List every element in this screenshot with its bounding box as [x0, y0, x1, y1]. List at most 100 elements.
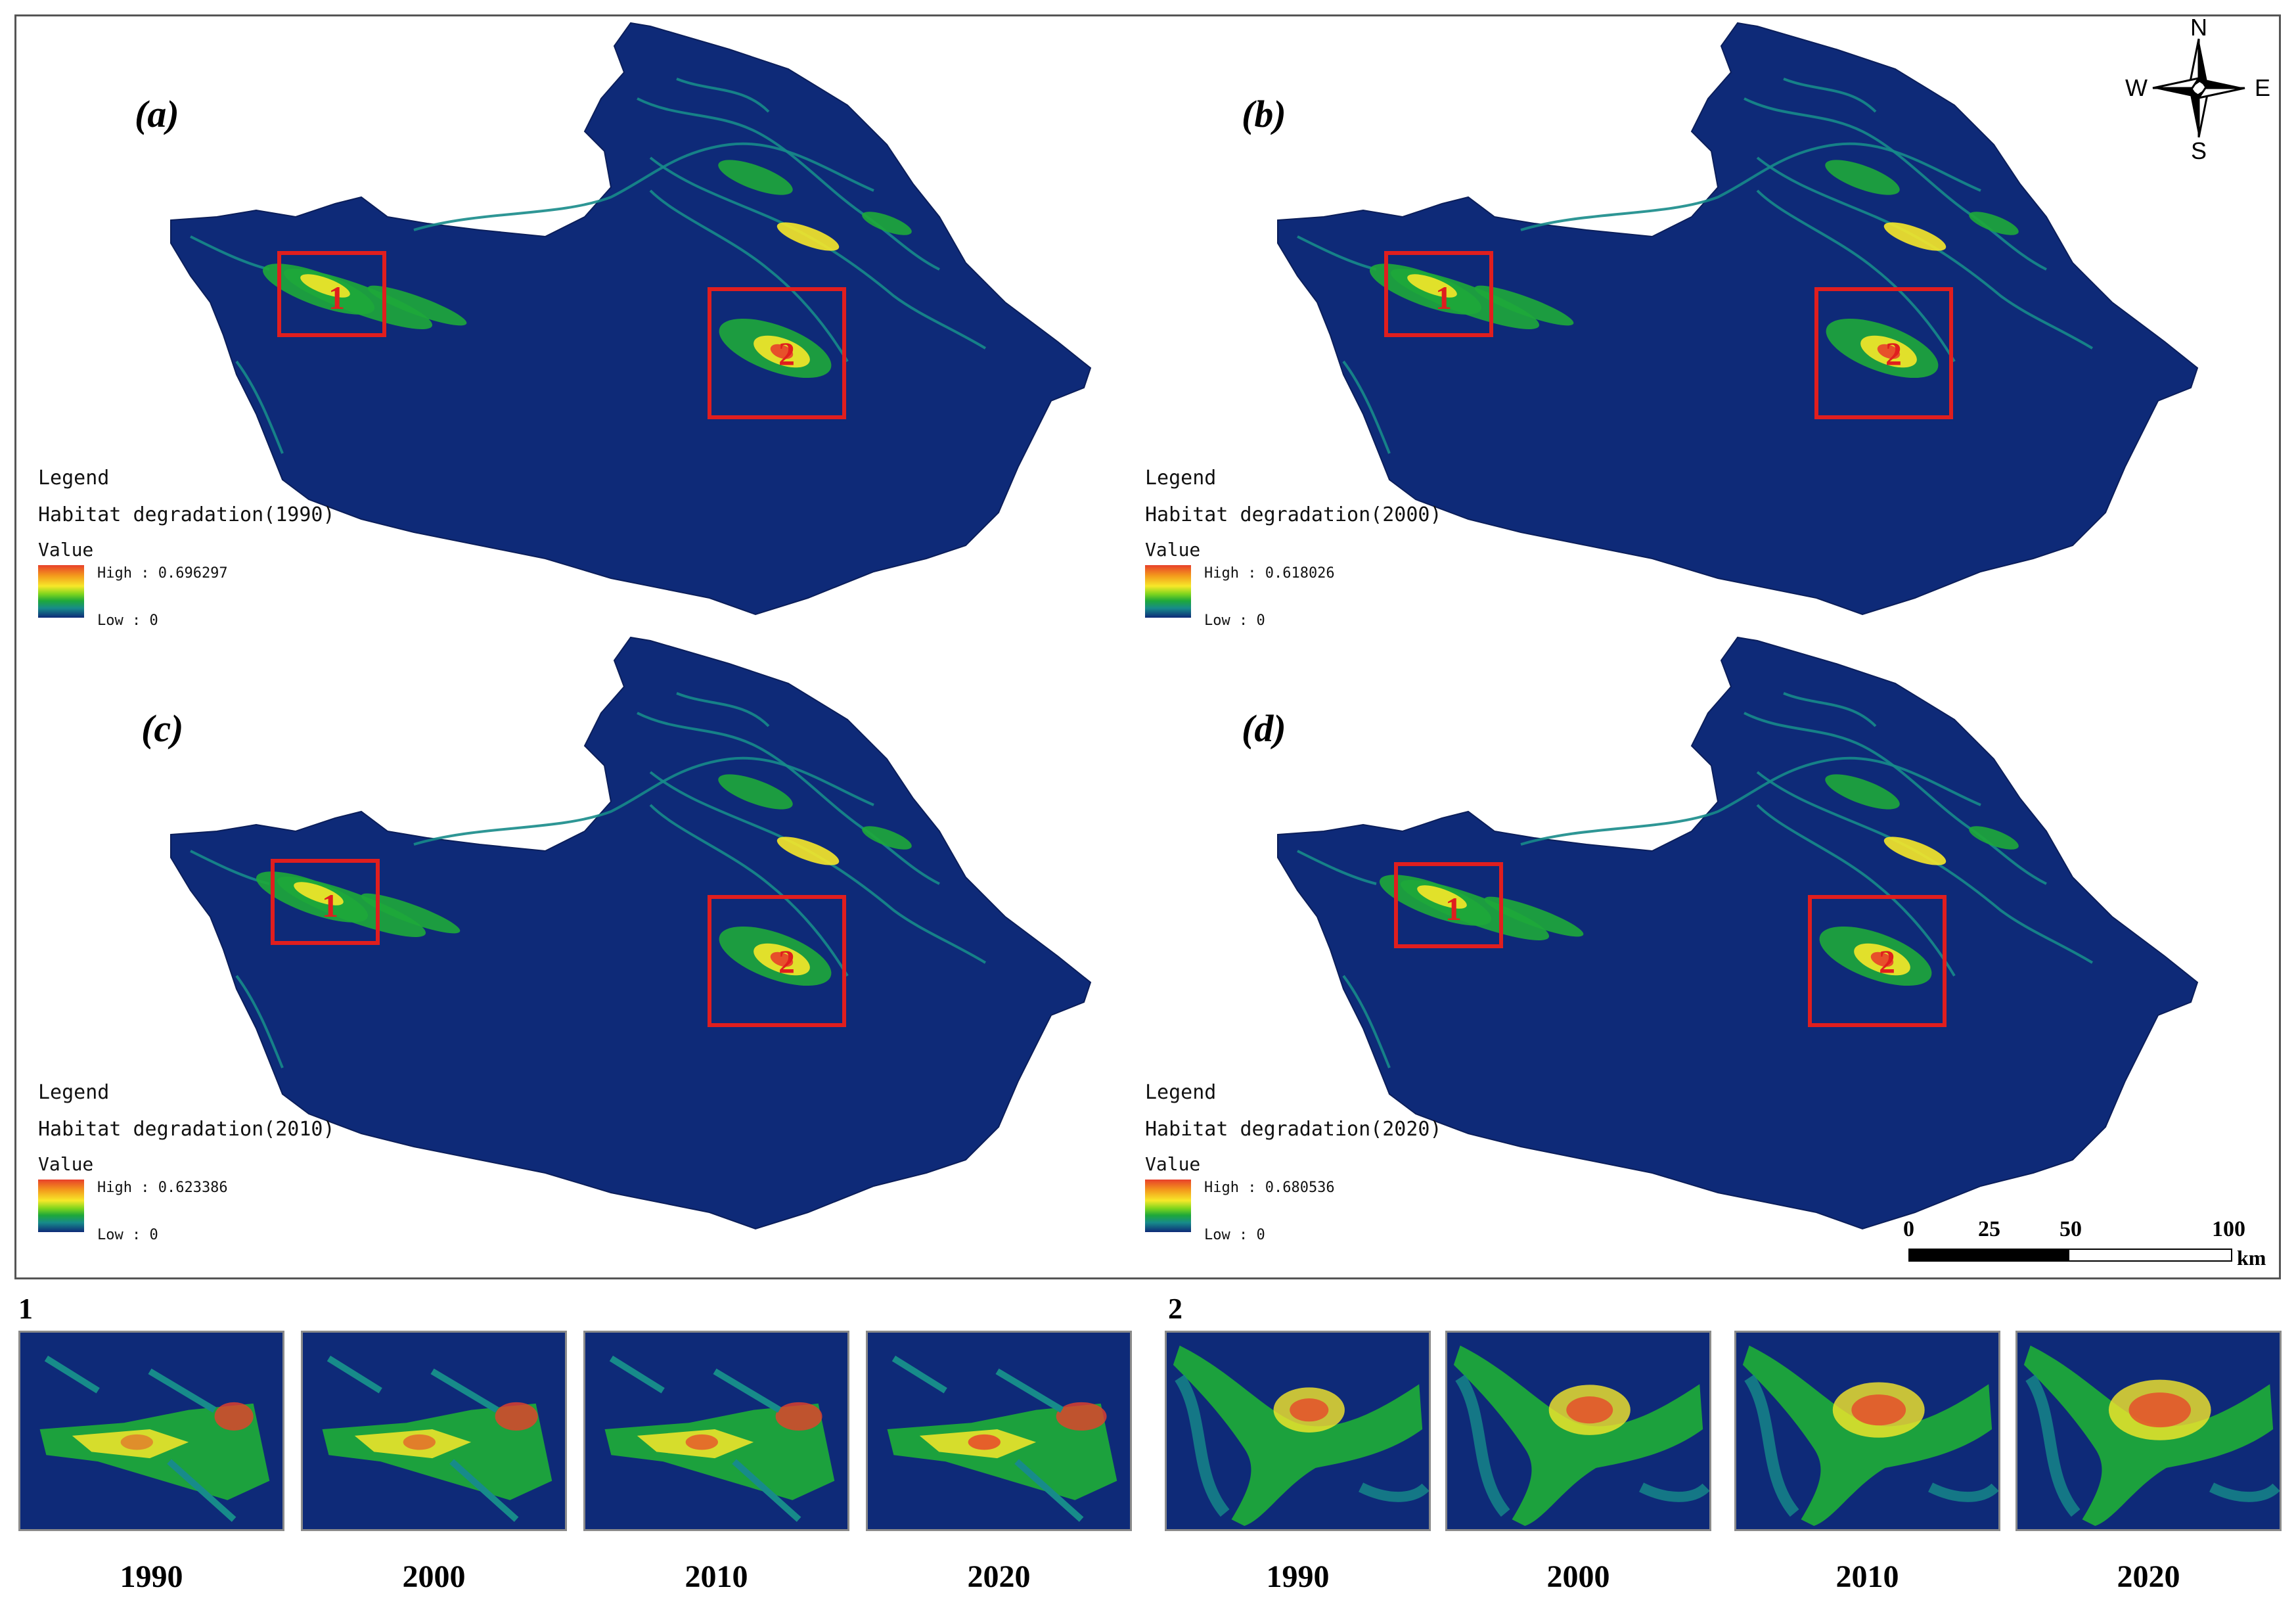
legend-color-ramp	[1145, 565, 1191, 618]
legend-high: High : 0.618026	[1204, 565, 1335, 582]
legend-color-ramp	[38, 565, 84, 618]
degradation-contour	[1783, 78, 1877, 113]
compass-n: N	[2190, 16, 2207, 41]
scale-tick-50: 50	[2060, 1217, 2082, 1241]
north-arrow: N S W E	[2117, 14, 2281, 164]
degradation-hotspot	[1484, 896, 1584, 937]
degradation-contour	[235, 360, 284, 454]
degradation-hotspot	[777, 837, 840, 865]
degradation-contour	[637, 712, 940, 885]
degradation-hotspot	[718, 160, 793, 195]
zoom-label-1: 1	[18, 1293, 33, 1325]
zoom-box-1	[1384, 251, 1493, 337]
scale-bar-white	[2068, 1249, 2232, 1262]
map-panel-a: 1 2 (a) Legend Habitat degradation(1990) Va…	[20, 20, 1150, 634]
degradation-hotspot	[777, 222, 840, 251]
zoom-label-2: 2	[1168, 1293, 1182, 1325]
zoom-box-label-1: 1	[1435, 279, 1452, 316]
zoom-thumbnail-map	[1167, 1333, 1429, 1529]
degradation-hotspot	[367, 285, 467, 326]
degradation-contour	[1783, 692, 1877, 727]
degradation-contour	[1744, 97, 2047, 271]
zoom-box-2	[708, 895, 846, 1027]
legend-low: Low : 0	[1204, 1227, 1265, 1243]
zoom-box-2	[1814, 287, 1953, 419]
degradation-contour	[1520, 142, 1981, 231]
degradation-contour	[235, 975, 284, 1068]
region-map: 12	[170, 22, 1092, 616]
region-polygon	[1277, 636, 2199, 1230]
degradation-hotspot	[862, 826, 912, 850]
scale-bar: 0 25 50 100 km	[1903, 1217, 2283, 1276]
legend-color-ramp	[1145, 1180, 1191, 1232]
zoom1-year-2000: 2000	[402, 1559, 466, 1594]
zoom-box-2	[1808, 895, 1947, 1027]
degradation-hotspot	[770, 952, 794, 967]
degradation-hotspot	[770, 344, 794, 359]
zoom1-year-2020: 2020	[967, 1559, 1031, 1594]
zoom-box-1	[271, 859, 380, 945]
degradation-contour	[1342, 360, 1391, 454]
zoom-thumbnail-map	[2017, 1333, 2280, 1529]
degradation-hotspot	[1877, 344, 1901, 359]
degradation-hotspot	[1969, 212, 2019, 235]
compass-icon: N S W E	[2125, 14, 2270, 164]
zoom-box-label-2: 2	[1885, 335, 1902, 372]
legend-value-label: Value	[38, 1153, 94, 1175]
zoom1-thumb-2010	[583, 1331, 849, 1531]
degradation-hotspot	[300, 274, 350, 298]
legend-title: Legend	[38, 467, 110, 490]
region-polygon	[170, 22, 1092, 616]
legend-high: High : 0.680536	[1204, 1180, 1335, 1196]
degradation-contour	[649, 189, 849, 363]
degradation-hotspot	[1825, 160, 1900, 195]
legend-title: Legend	[38, 1081, 110, 1104]
legend-value-label: Value	[1145, 1153, 1201, 1175]
zoom2-thumb-2020	[2015, 1331, 2282, 1531]
zoom-thumbnail-map	[20, 1333, 282, 1529]
degradation-contour	[1520, 756, 1981, 846]
legend-low: Low : 0	[1204, 612, 1265, 629]
compass-w: W	[2125, 74, 2148, 101]
zoom-box-label-1: 1	[322, 887, 338, 924]
degradation-hotspot	[1474, 285, 1574, 326]
legend-value-label: Value	[38, 539, 94, 561]
legend-layer-name: Habitat degradation(2010)	[38, 1118, 335, 1141]
zoom2-thumb-1990	[1165, 1331, 1431, 1531]
legend-title: Legend	[1145, 467, 1217, 490]
legend-high: High : 0.696297	[97, 565, 228, 582]
degradation-hotspot	[1870, 952, 1894, 967]
zoom-box-2	[708, 287, 846, 419]
degradation-contour	[1342, 975, 1391, 1068]
legend-layer-name: Habitat degradation(1990)	[38, 503, 335, 526]
zoom-thumbnail-map	[585, 1333, 847, 1529]
legend-layer-name: Habitat degradation(2020)	[1145, 1118, 1442, 1141]
degradation-contour	[1756, 189, 1956, 363]
degradation-hotspot	[1407, 274, 1457, 298]
zoom-box-label-1: 1	[1445, 890, 1462, 927]
panel-label: (c)	[141, 707, 184, 750]
degradation-hotspot	[1969, 826, 2019, 850]
degradation-contour	[190, 235, 270, 271]
figure-frame	[14, 14, 2281, 1279]
degradation-contour	[1297, 235, 1377, 271]
region-polygon	[170, 636, 1092, 1230]
compass-s: S	[2191, 137, 2207, 160]
zoom2-thumb-2010	[1734, 1331, 2000, 1531]
legend-title: Legend	[1145, 1081, 1217, 1104]
degradation-contour	[676, 78, 770, 113]
zoom-thumbnail-map	[1736, 1333, 1998, 1529]
scale-tick-0: 0	[1903, 1217, 1914, 1241]
degradation-contour	[413, 142, 874, 231]
region-map: 12	[1277, 22, 2199, 616]
zoom-box-label-2: 2	[778, 335, 795, 372]
scale-bar-black	[1908, 1249, 2069, 1262]
panel-label: (b)	[1242, 93, 1286, 135]
degradation-contour	[1297, 850, 1377, 885]
scale-tick-100: 100	[2212, 1217, 2245, 1241]
region-polygon	[1277, 22, 2199, 616]
zoom-box-label-1: 1	[328, 279, 345, 316]
degradation-hotspot	[718, 774, 793, 810]
zoom1-thumb-2000	[301, 1331, 567, 1531]
degradation-hotspot	[862, 212, 912, 235]
